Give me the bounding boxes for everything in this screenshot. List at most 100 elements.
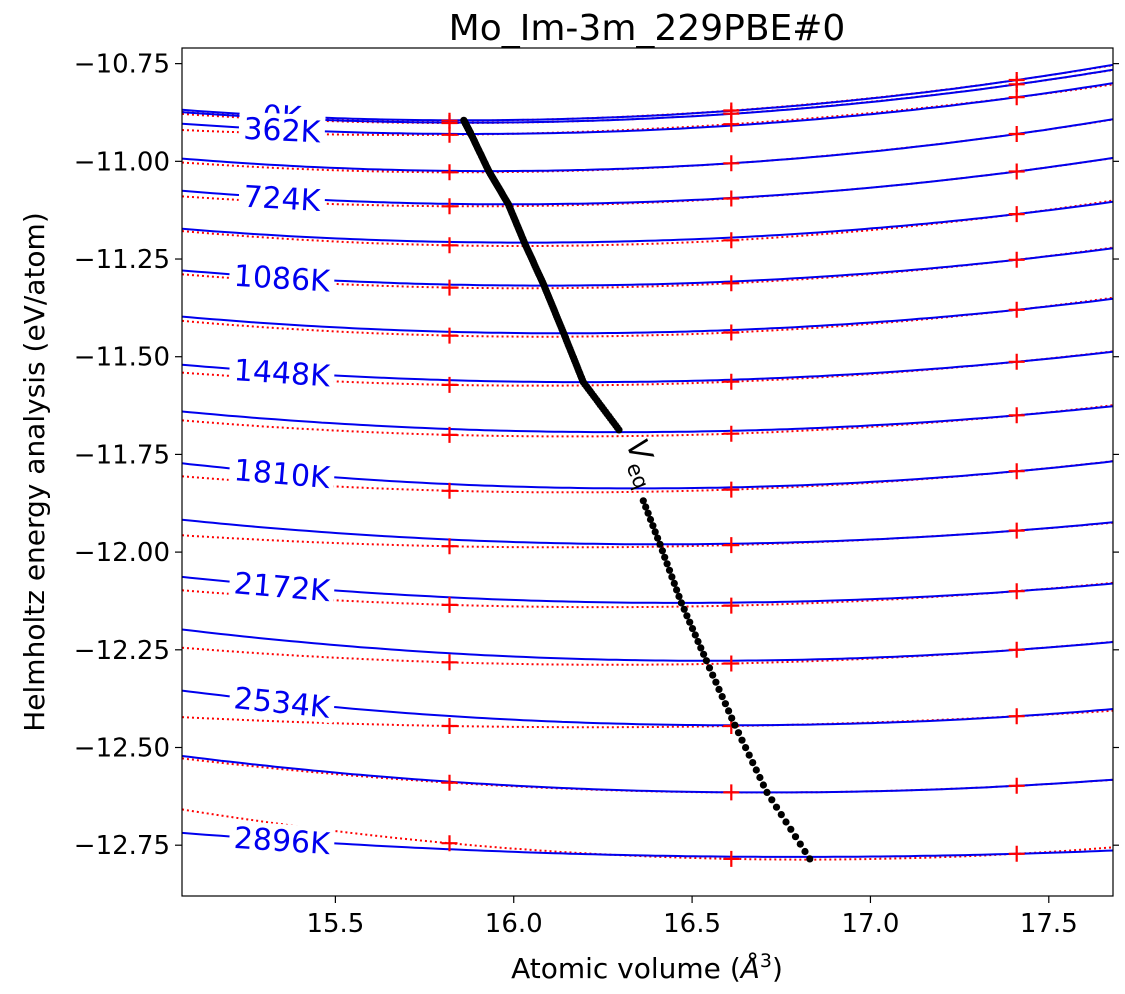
y-tick-label-8: −12.75 — [74, 831, 170, 861]
data-point-11-1 — [723, 537, 740, 554]
veq-point-198 — [694, 637, 702, 646]
veq-point-185 — [661, 553, 669, 561]
veq-point-228 — [806, 855, 814, 863]
data-point-6-0 — [441, 279, 458, 296]
fit-curve-0 — [182, 63, 1113, 122]
data-point-3-2 — [1008, 126, 1025, 142]
curve-label-bg-14 — [228, 680, 336, 724]
data-point-14-2 — [1008, 708, 1025, 725]
curve-label-bg-12 — [228, 565, 336, 607]
y-tick-label-4: −11.75 — [74, 440, 170, 470]
veq-point-217 — [756, 773, 764, 782]
data-point-9-2 — [1008, 407, 1025, 424]
x-axis-title-text: Atomic volume ( — [511, 952, 741, 985]
data-point-9-1 — [723, 425, 740, 442]
y-tick-label-0: −10.75 — [74, 50, 170, 80]
veq-point-222 — [777, 811, 785, 819]
veq-point-177 — [642, 503, 650, 511]
data-point-12-2 — [1008, 583, 1025, 600]
veq-point-219 — [763, 788, 771, 797]
y-tick-label-7: −12.50 — [74, 734, 170, 764]
veq-point-180 — [649, 522, 657, 530]
veq-point-182 — [654, 534, 662, 542]
fit-curve-12 — [182, 575, 1113, 604]
fit-curve-2 — [182, 82, 1113, 135]
fit-curve-15 — [182, 755, 1113, 794]
veq-point-190 — [673, 586, 681, 594]
curve-label-bg-8 — [228, 352, 336, 392]
veq-point-208 — [725, 707, 733, 715]
data-point-6-2 — [1008, 251, 1025, 268]
veq-point-210 — [731, 721, 739, 729]
data-point-11-2 — [1008, 522, 1025, 539]
data-fit-0 — [182, 64, 1113, 122]
veq-label-group: Veq — [614, 434, 669, 492]
veq-point-213 — [742, 744, 750, 752]
data-point-12-0 — [441, 596, 458, 613]
curve-label-10: 1810K — [232, 453, 332, 496]
veq-point-204 — [712, 678, 720, 686]
data-point-7-1 — [723, 324, 740, 341]
veq-point-203 — [709, 671, 717, 679]
x-axis-ticks: 15.5 16.0 16.5 17.0 17.5 — [306, 896, 1078, 939]
x-axis-title-symbol: Å — [739, 951, 760, 985]
fit-curve-5 — [182, 200, 1113, 244]
veq-layer — [460, 116, 814, 863]
curve-label-group-6: 1086K — [228, 258, 336, 300]
veq-point-176 — [639, 497, 647, 505]
data-point-12-1 — [723, 597, 740, 614]
veq-point-187 — [665, 566, 674, 574]
data-fit-5 — [182, 199, 1113, 247]
veq-point-227 — [801, 847, 809, 856]
veq-point-178 — [644, 509, 652, 517]
data-point-13-0 — [441, 654, 458, 671]
veq-point-206 — [718, 693, 726, 701]
veq-point-205 — [715, 685, 723, 694]
fit-curve-11 — [182, 518, 1113, 546]
veq-point-200 — [700, 650, 708, 658]
veq-point-186 — [663, 560, 671, 568]
plot-frame — [181, 47, 1114, 897]
fit-curve-6 — [182, 247, 1113, 287]
fit-curve-14 — [182, 689, 1113, 727]
veq-point-201 — [702, 657, 711, 665]
veq-point-197 — [691, 631, 699, 639]
veq-point-202 — [705, 664, 714, 672]
curve-label-group-10: 1810K — [228, 452, 336, 496]
data-point-16-1 — [723, 850, 740, 867]
veq-point-193 — [680, 605, 688, 613]
fit-curve-3 — [182, 118, 1113, 173]
data-point-10-0 — [441, 482, 458, 499]
y-tick-label-1: −11.00 — [74, 147, 170, 177]
x-tick-label-1: 16.0 — [485, 909, 543, 939]
chart-title: Mo_Im-3m_229PBE#0 — [449, 8, 846, 49]
veq-point-225 — [791, 833, 800, 841]
fit-curve-9 — [182, 405, 1113, 434]
data-point-2-2 — [1008, 89, 1025, 106]
veq-point-212 — [738, 736, 746, 744]
fit-curve-13 — [182, 628, 1113, 662]
veq-point-175 — [615, 426, 623, 434]
veq-point-220 — [768, 796, 776, 804]
veq-point-181 — [651, 528, 659, 536]
data-point-5-0 — [441, 237, 458, 254]
data-fit-2 — [182, 83, 1113, 136]
y-tick-label-6: −12.25 — [74, 636, 170, 666]
data-point-3-0 — [441, 164, 458, 181]
veq-point-216 — [752, 766, 760, 774]
x-axis-title-exponent: 3 — [760, 950, 772, 972]
fit-curve-7 — [182, 297, 1113, 335]
data-point-4-2 — [1008, 163, 1025, 180]
curves-layer — [182, 63, 1113, 867]
curve-label-group-12: 2172K — [228, 565, 336, 609]
data-point-5-1 — [723, 232, 740, 249]
fit-curve-8 — [182, 350, 1113, 384]
veq-label: Veq — [614, 434, 669, 492]
data-point-2-0 — [441, 126, 458, 143]
curve-label-8: 1448K — [233, 353, 332, 394]
curve-label-4: 724K — [242, 180, 322, 219]
curve-labels-layer: 0K362K724K1086K1448K1810K2172K2534K2896K… — [228, 98, 669, 862]
data-point-10-2 — [1008, 463, 1025, 480]
data-point-7-0 — [441, 327, 458, 344]
